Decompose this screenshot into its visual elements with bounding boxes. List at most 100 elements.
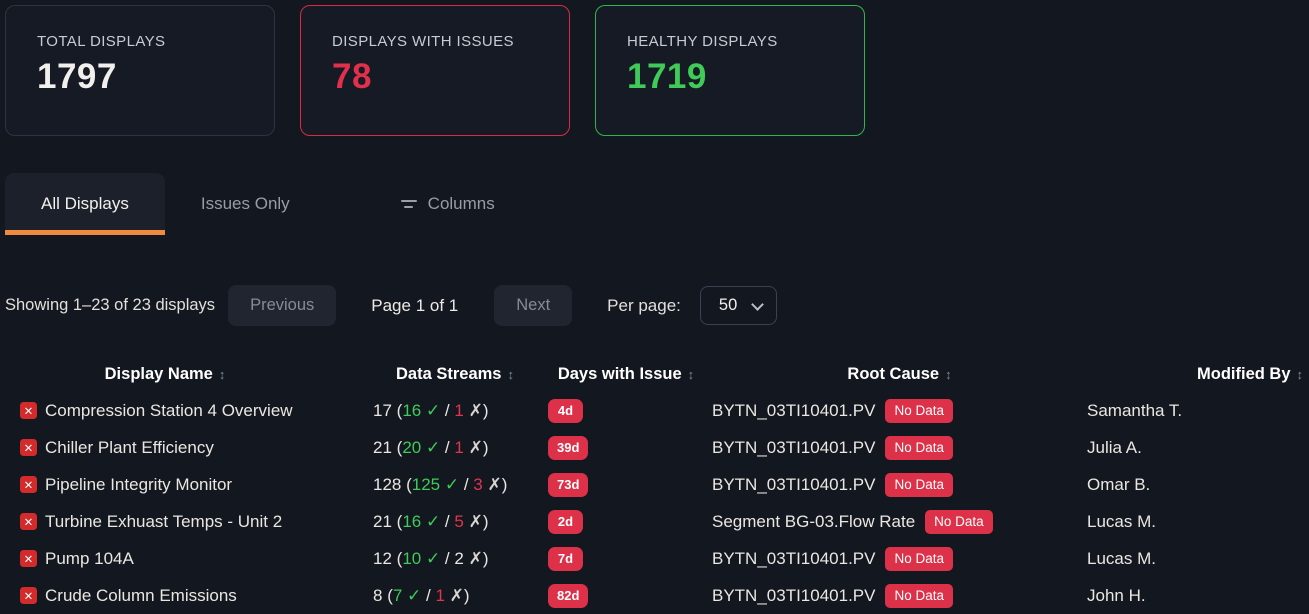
previous-button[interactable]: Previous: [228, 285, 337, 326]
column-header-label: Days with Issue: [557, 364, 682, 383]
table-row[interactable]: ✕ Turbine Exhuast Temps - Unit 2 21 (16 ✓…: [20, 503, 1309, 540]
streams-ok-count: 10: [402, 548, 422, 568]
stat-value: 1719: [627, 57, 707, 96]
slash-separator: /: [459, 474, 474, 494]
paren-close: ): [482, 400, 489, 420]
root-cause-cell: BYTN_03TI10401.PV No Data: [712, 398, 1087, 423]
active-tab-underline: [5, 230, 165, 235]
paren-close: ): [482, 511, 489, 531]
table-row[interactable]: ✕ Pipeline Integrity Monitor 128 (125 ✓ /…: [20, 466, 1309, 503]
cross-icon: ✗: [463, 437, 483, 457]
paren-open: (: [391, 511, 403, 531]
table-row[interactable]: ✕ Compression Station 4 Overview 17 (16 ✓…: [20, 392, 1309, 429]
stat-value: 1797: [37, 57, 117, 96]
modified-by-cell: John H.: [1087, 586, 1309, 606]
per-page-select[interactable]: 50: [699, 286, 778, 325]
sort-icon: ↕: [687, 366, 695, 382]
modified-by-name: Omar B.: [1087, 474, 1151, 494]
per-page-label: Per page:: [607, 295, 681, 315]
display-name: Chiller Plant Efficiency: [45, 437, 214, 457]
streams-ok-count: 125: [411, 474, 441, 494]
page-status: Page 1 of 1: [371, 295, 459, 315]
modified-by-cell: Julia A.: [1087, 438, 1309, 458]
modified-by-name: Samantha T.: [1087, 400, 1183, 420]
stat-card-healthy-displays: HEALTHY DISPLAYS 1719: [595, 5, 865, 136]
streams-fail-count: 2: [454, 548, 464, 568]
root-cause-cell: BYTN_03TI10401.PV No Data: [712, 546, 1087, 571]
streams-fail-count: 1: [435, 585, 445, 605]
error-x-icon: ✕: [20, 587, 37, 604]
per-page-value: 50: [718, 296, 738, 314]
streams-fail-count: 1: [454, 437, 464, 457]
modified-by-name: John H.: [1087, 585, 1146, 605]
tab-bar: All Displays Issues Only Columns: [5, 173, 1309, 235]
cross-icon: ✗: [463, 548, 483, 568]
streams-fail-count: 5: [454, 511, 464, 531]
modified-by-name: Lucas M.: [1087, 548, 1156, 568]
cross-icon: ✗: [463, 511, 483, 531]
days-with-issue-badge: 7d: [548, 546, 583, 571]
next-button[interactable]: Next: [494, 285, 573, 326]
paren-close: ): [463, 585, 470, 605]
check-icon: ✓: [421, 400, 441, 420]
column-header-data-streams[interactable]: Data Streams ↕: [370, 365, 540, 384]
stat-label: TOTAL DISPLAYS: [37, 33, 166, 50]
days-with-issue-cell: 4d: [540, 398, 712, 423]
streams-fail-count: 3: [473, 474, 483, 494]
column-header-display-name[interactable]: Display Name ↕: [20, 365, 370, 384]
error-x-icon: ✕: [20, 513, 37, 530]
data-streams-cell: 12 (10 ✓ / 2 ✗): [370, 549, 540, 569]
column-header-label: Display Name: [104, 364, 213, 383]
streams-total: 12: [373, 548, 392, 568]
days-with-issue-badge: 4d: [548, 398, 583, 423]
column-header-label: Data Streams: [396, 364, 502, 383]
paren-open: (: [391, 400, 403, 420]
tab-all-displays[interactable]: All Displays: [5, 173, 165, 235]
root-cause-tag: BYTN_03TI10401.PV: [712, 400, 876, 420]
days-with-issue-badge: 39d: [548, 435, 589, 460]
filter-icon: [400, 200, 418, 208]
streams-total: 8: [373, 585, 383, 605]
check-icon: ✓: [421, 437, 441, 457]
paren-close: ): [482, 548, 489, 568]
data-streams-cell: 17 (16 ✓ / 1 ✗): [370, 401, 540, 421]
tab-columns[interactable]: Columns: [364, 173, 531, 235]
paren-open: (: [382, 585, 393, 605]
streams-ok-count: 20: [402, 437, 422, 457]
modified-by-cell: Samantha T.: [1087, 401, 1309, 421]
table-row[interactable]: ✕ Crude Column Emissions 8 (7 ✓ / 1 ✗) 82…: [20, 577, 1309, 614]
tab-issues-only[interactable]: Issues Only: [165, 173, 326, 235]
table-row[interactable]: ✕ Chiller Plant Efficiency 21 (20 ✓ / 1 ✗…: [20, 429, 1309, 466]
no-data-badge: No Data: [885, 398, 954, 423]
display-name-cell: ✕ Turbine Exhuast Temps - Unit 2: [20, 512, 370, 532]
data-streams-cell: 21 (20 ✓ / 1 ✗): [370, 438, 540, 458]
slash-separator: /: [421, 585, 436, 605]
days-with-issue-badge: 73d: [548, 472, 589, 497]
no-data-badge: No Data: [885, 472, 954, 497]
column-header-modified-by[interactable]: Modified By ↕: [1087, 365, 1309, 384]
no-data-badge: No Data: [885, 435, 954, 460]
column-header-days-with-issue[interactable]: Days with Issue ↕: [540, 365, 712, 384]
streams-total: 128: [373, 474, 402, 494]
check-icon: ✓: [421, 511, 441, 531]
display-name: Crude Column Emissions: [45, 585, 237, 605]
stat-label: HEALTHY DISPLAYS: [627, 33, 778, 50]
column-header-root-cause[interactable]: Root Cause ↕: [712, 365, 1087, 384]
streams-ok-count: 7: [392, 585, 403, 605]
table-row[interactable]: ✕ Pump 104A 12 (10 ✓ / 2 ✗) 7d BYTN_03TI1…: [20, 540, 1309, 577]
slash-separator: /: [440, 548, 455, 568]
modified-by-name: Lucas M.: [1087, 511, 1156, 531]
streams-total: 21: [373, 437, 392, 457]
column-header-label: Root Cause: [847, 364, 940, 383]
root-cause-tag: BYTN_03TI10401.PV: [712, 585, 876, 605]
paren-open: (: [391, 548, 403, 568]
days-with-issue-cell: 82d: [540, 583, 712, 608]
display-name-cell: ✕ Compression Station 4 Overview: [20, 401, 370, 421]
tab-label: All Displays: [41, 194, 129, 213]
display-name: Compression Station 4 Overview: [45, 400, 293, 420]
display-name-cell: ✕ Chiller Plant Efficiency: [20, 438, 370, 458]
display-name-cell: ✕ Pump 104A: [20, 549, 370, 569]
table-header-row: Display Name ↕ Data Streams ↕ Days with Is…: [20, 359, 1309, 389]
chevron-down-icon: [751, 297, 765, 311]
